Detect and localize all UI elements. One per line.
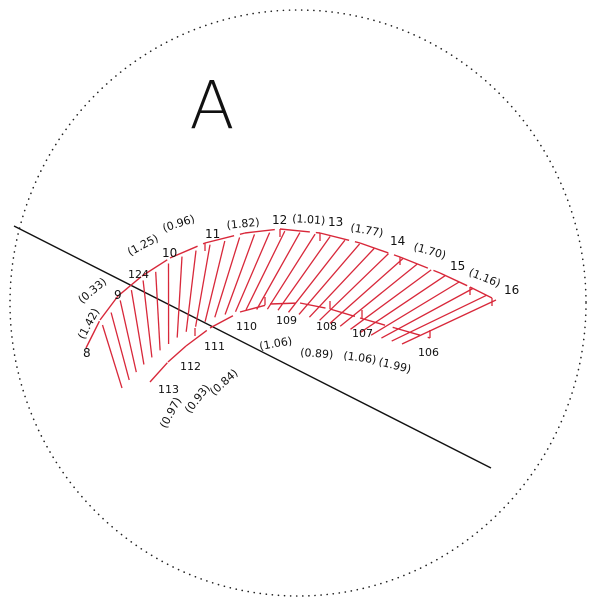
hatch-line — [329, 258, 404, 324]
hatch-line — [245, 230, 286, 311]
hatch-line — [381, 287, 474, 339]
inner-boundary-segment — [394, 327, 431, 339]
hatch-line — [298, 243, 361, 315]
hatched-region — [101, 229, 497, 389]
outer-boundary-segment — [99, 295, 119, 321]
hatch-line — [224, 234, 256, 315]
hatch-line — [194, 244, 211, 327]
point-id-110: 110 — [236, 320, 257, 333]
point-id-109: 109 — [276, 314, 297, 327]
point-value-113: (0.97) — [157, 395, 184, 430]
point-value-108: (0.89) — [300, 346, 334, 361]
point-value-11: (0.96) — [161, 212, 196, 235]
point-value-110: (1.06) — [258, 334, 293, 353]
hatch-line — [308, 248, 375, 318]
point-id-107: 107 — [352, 327, 373, 340]
hatch-line — [214, 237, 241, 318]
point-id-12: 12 — [272, 213, 287, 227]
point-value-106: (1.99) — [377, 355, 412, 376]
inner-boundary-segment — [359, 317, 396, 329]
inner-boundary-segment — [269, 302, 301, 305]
point-id-11: 11 — [205, 227, 220, 241]
point-id-124: 124 — [128, 268, 149, 281]
outer-boundary-segment — [117, 275, 143, 297]
outer-boundary-segment — [85, 319, 101, 349]
hatch-line — [401, 299, 497, 345]
point-id-9: 9 — [114, 288, 122, 302]
point-id-15: 15 — [450, 259, 465, 273]
inner-boundary-segment — [299, 302, 331, 310]
outer-boundary-segment — [169, 242, 206, 259]
outer-boundary-segment — [399, 256, 441, 274]
reference-line — [13, 225, 492, 469]
outer-boundary — [85, 228, 493, 349]
hatch-line — [204, 240, 226, 322]
point-value-15: (1.70) — [412, 240, 447, 262]
hatch-line — [110, 312, 130, 381]
point-id-14: 14 — [390, 234, 405, 248]
point-value-9: (0.33) — [76, 275, 110, 306]
point-value-10: (1.25) — [125, 232, 160, 259]
inner-boundary — [149, 302, 431, 383]
inner-boundary-segment — [149, 361, 169, 383]
hatch-line — [119, 300, 137, 373]
hatch-line — [319, 253, 389, 321]
hatch-line — [234, 232, 271, 312]
hatch-line — [185, 250, 197, 332]
outer-boundary-segment — [141, 257, 171, 277]
inner-boundary-segment — [167, 345, 187, 363]
hatch-line — [266, 233, 316, 310]
point-id-16: 16 — [504, 283, 519, 297]
outer-boundary-segment — [439, 272, 471, 288]
point-value-13: (1.01) — [292, 212, 326, 227]
outer-boundary-segment — [244, 228, 281, 234]
point-value-16: (1.16) — [467, 266, 503, 290]
point-id-13: 13 — [328, 215, 343, 229]
hatch-line — [155, 271, 161, 351]
panel-letter: A — [189, 67, 234, 144]
point-id-8: 8 — [83, 346, 91, 360]
outer-boundary-segment — [359, 242, 401, 258]
outer-boundary-segment — [204, 232, 246, 244]
inner-boundary-segment — [185, 327, 211, 347]
hatch-line — [142, 280, 153, 358]
hatch-line — [130, 289, 145, 365]
hatch-line — [339, 263, 418, 327]
point-id-112: 112 — [180, 360, 201, 373]
hatch-line — [287, 239, 346, 313]
hatch-line — [370, 281, 460, 336]
hatch-line — [176, 256, 183, 338]
point-value-14: (1.77) — [349, 221, 384, 240]
point-value-107: (1.06) — [343, 349, 378, 366]
outer-boundary-segment — [469, 286, 493, 299]
hatch-line — [101, 324, 123, 389]
point-id-111: 111 — [204, 340, 225, 353]
inner-boundary-segment — [239, 303, 271, 313]
point-id-106: 106 — [418, 346, 439, 359]
point-id-10: 10 — [162, 246, 177, 260]
point-id-113: 113 — [158, 383, 179, 396]
hatch-line — [256, 232, 301, 310]
hatch-line — [277, 236, 331, 311]
inner-boundary-segment — [329, 308, 361, 319]
outer-boundary-segment — [319, 232, 361, 244]
inner-boundary-segment — [209, 311, 241, 329]
point-value-12: (1.82) — [226, 216, 260, 232]
dotted-boundary-circle — [9, 9, 587, 597]
point-id-108: 108 — [316, 320, 337, 333]
outer-boundary-segment — [279, 228, 321, 234]
point-value-111: (0.84) — [207, 366, 240, 398]
hatch-line — [391, 294, 487, 342]
